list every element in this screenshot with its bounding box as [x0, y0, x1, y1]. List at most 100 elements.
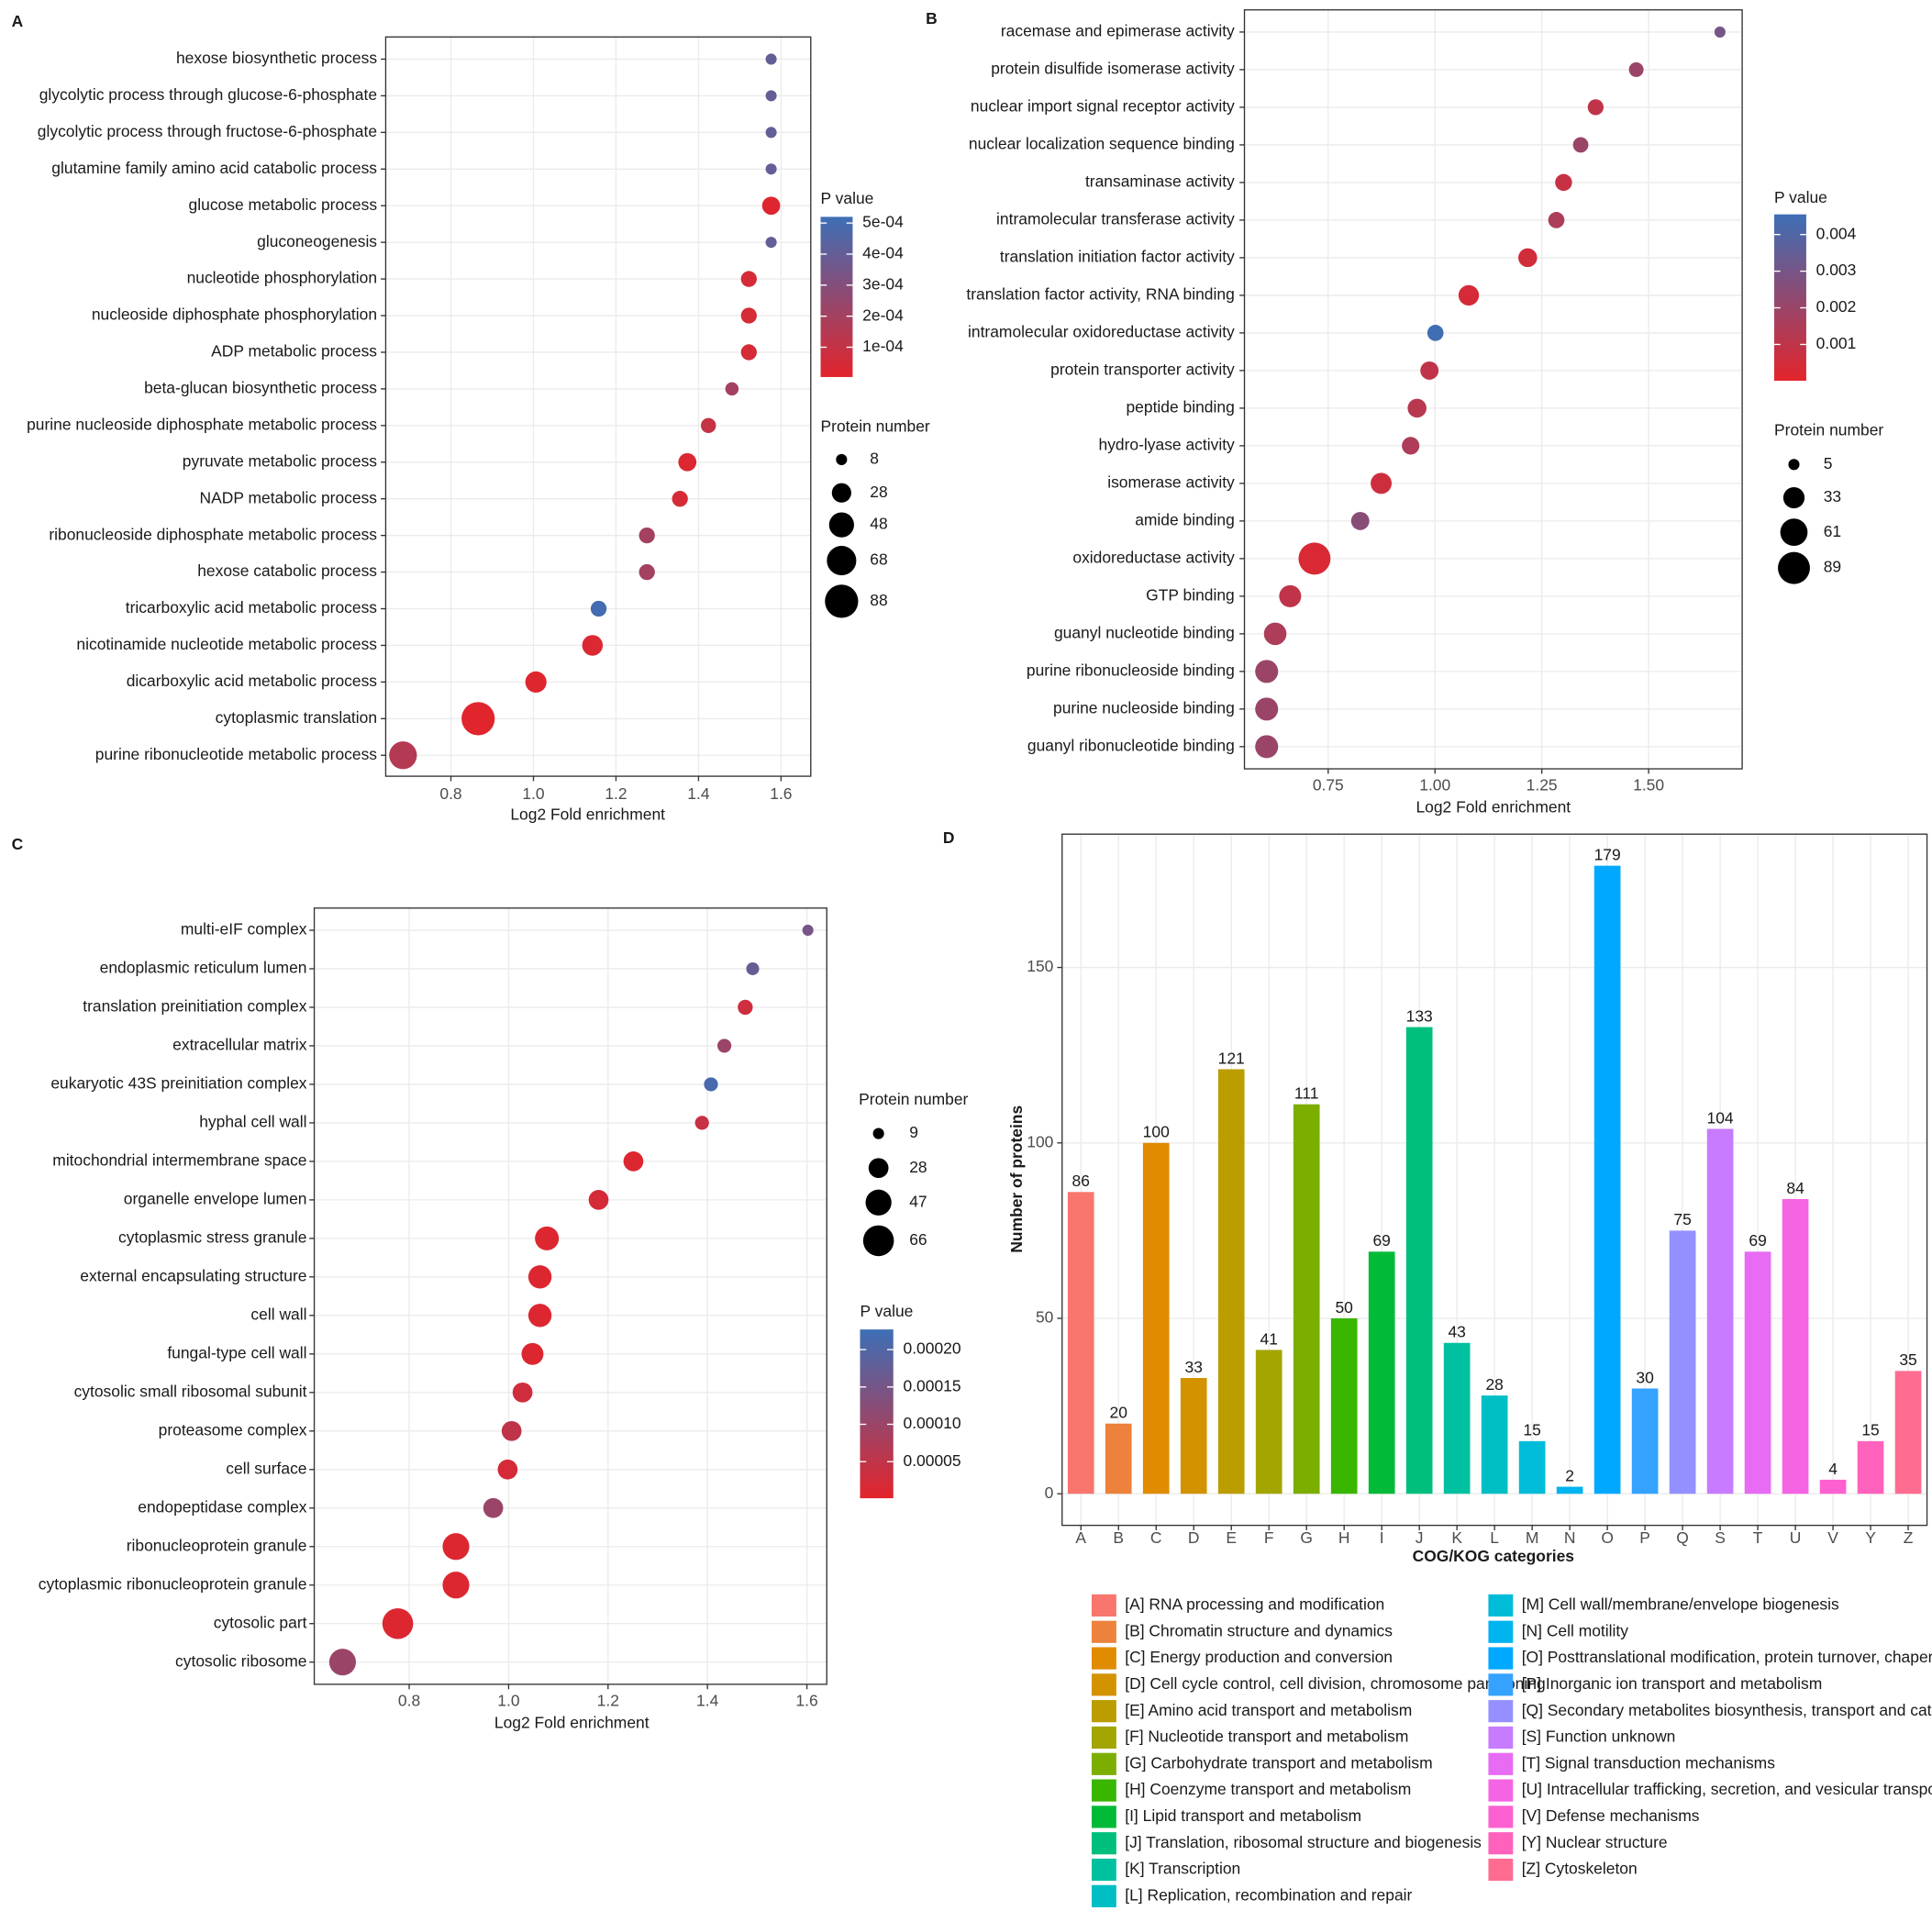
size-key-label: 5: [1824, 454, 1833, 472]
size-key: [836, 453, 848, 465]
legend-swatch: [1488, 1858, 1514, 1882]
bubble: [1572, 137, 1589, 153]
bubble: [1255, 735, 1279, 759]
bar: [1593, 865, 1621, 1494]
legend-label: [C] Energy production and conversion: [1125, 1648, 1393, 1666]
color-legend-title: P value: [1774, 188, 1827, 206]
y-tick-label: purine ribonucleoside binding: [1027, 661, 1235, 679]
value-label: 104: [1707, 1108, 1734, 1127]
y-tick-label: NADP metabolic process: [200, 488, 378, 506]
y-tick-label: glycolytic process through fructose-6-ph…: [38, 122, 377, 140]
color-tick-label: 0.004: [1816, 224, 1857, 242]
color-legend-title: P value: [821, 189, 874, 207]
legend-label: [A] RNA processing and modification: [1125, 1595, 1384, 1614]
x-tick-label: E: [1226, 1528, 1237, 1547]
x-tick-label: 0.8: [398, 1691, 420, 1709]
x-tick-label: A: [1075, 1528, 1086, 1547]
value-label: 43: [1448, 1323, 1465, 1341]
x-tick-label: 1.2: [597, 1691, 619, 1709]
y-tick-label: guanyl nucleotide binding: [1054, 623, 1235, 641]
y-tick-label: proteasome complex: [159, 1420, 307, 1439]
legend-swatch: [1091, 1805, 1116, 1828]
bubble: [1298, 542, 1331, 575]
x-tick-label: 1.25: [1527, 775, 1558, 794]
color-tick-label: 0.001: [1816, 334, 1857, 352]
bar: [1481, 1395, 1508, 1494]
y-tick-label: ribonucleoside diphosphate metabolic pro…: [49, 525, 377, 543]
bar: [1894, 1371, 1922, 1494]
color-bar: [820, 217, 853, 377]
x-tick-label: 1.2: [605, 784, 627, 803]
y-tick-label: endopeptidase complex: [138, 1497, 306, 1516]
y-tick-label: nucleoside diphosphate phosphorylation: [92, 306, 377, 324]
bubble: [1350, 511, 1370, 530]
y-tick-label: protein transporter activity: [1050, 361, 1235, 379]
size-key-label: 48: [870, 515, 887, 533]
color-tick-label: 0.00015: [904, 1376, 961, 1394]
size-legend-title: Protein number: [821, 417, 930, 436]
y-tick-label: cytosolic small ribosomal subunit: [74, 1382, 307, 1400]
bubble: [746, 961, 760, 975]
bubble: [694, 1116, 709, 1130]
plot-background: [1244, 9, 1743, 770]
x-tick-label: 1.0: [522, 784, 545, 803]
x-axis-title: Log2 Fold enrichment: [510, 806, 665, 824]
y-tick-label: amide binding: [1135, 510, 1235, 528]
bubble: [512, 1382, 533, 1403]
color-bar: [1774, 214, 1806, 381]
bubble: [1263, 622, 1287, 646]
bubble: [521, 1342, 544, 1365]
size-key-label: 89: [1824, 558, 1841, 576]
bubble: [1420, 361, 1439, 380]
y-tick-label: extracellular matrix: [172, 1036, 307, 1054]
size-key: [1788, 459, 1800, 471]
bar: [1067, 1192, 1094, 1494]
size-key: [865, 1189, 892, 1216]
color-tick-label: 4e-04: [862, 244, 904, 262]
bubble: [765, 127, 777, 139]
color-tick-label: 0.002: [1816, 297, 1857, 316]
color-tick-label: 0.003: [1816, 261, 1857, 279]
y-tick-label: ADP metabolic process: [211, 342, 377, 361]
legend-swatch: [1091, 1673, 1116, 1696]
x-axis-title: Log2 Fold enrichment: [1416, 798, 1571, 817]
legend-label: [Q] Secondary metabolites biosynthesis, …: [1522, 1701, 1932, 1719]
y-tick-label: cytosolic ribosome: [175, 1651, 306, 1670]
bubble: [765, 237, 777, 249]
y-tick-label: cytosolic part: [214, 1613, 307, 1631]
bar: [1631, 1388, 1659, 1494]
x-tick-label: 1.50: [1633, 775, 1664, 794]
y-tick-label: pyruvate metabolic process: [183, 451, 378, 470]
y-tick-label: ribonucleoprotein granule: [127, 1536, 307, 1554]
color-bar: [860, 1329, 894, 1499]
value-label: 35: [1899, 1350, 1916, 1369]
y-tick-label: fungal-type cell wall: [167, 1343, 306, 1361]
x-tick-label: C: [1150, 1528, 1162, 1547]
legend-swatch: [1488, 1805, 1514, 1828]
bar: [1744, 1251, 1771, 1494]
value-label: 28: [1485, 1375, 1503, 1394]
legend-label: [E] Amino acid transport and metabolism: [1125, 1701, 1412, 1719]
x-tick-label: 1.4: [687, 784, 710, 803]
bubble: [701, 417, 716, 434]
color-legend-title: P value: [861, 1302, 914, 1320]
size-legend-title: Protein number: [1774, 421, 1883, 439]
bubble: [704, 1077, 718, 1092]
value-label: 179: [1594, 845, 1621, 863]
bar: [1405, 1027, 1433, 1494]
value-label: 2: [1565, 1466, 1574, 1484]
legend-swatch: [1488, 1673, 1514, 1696]
plot-border: [1243, 9, 1743, 770]
bubble: [1518, 248, 1538, 268]
color-tick-label: 0.00020: [904, 1339, 961, 1358]
legend-swatch: [1488, 1594, 1514, 1617]
y-tick-label: protein disulfide isomerase activity: [991, 60, 1235, 78]
y-tick-label: 50: [1036, 1308, 1054, 1327]
legend-label: [T] Signal transduction mechanisms: [1522, 1753, 1775, 1772]
color-tick-label: 3e-04: [862, 274, 904, 293]
bubble: [1458, 284, 1480, 306]
y-tick-label: eukaryotic 43S preinitiation complex: [50, 1074, 306, 1093]
bubble: [1427, 325, 1444, 341]
legend-label: [U] Intracellular trafficking, secretion…: [1522, 1780, 1932, 1798]
plot-border: [313, 907, 827, 1685]
